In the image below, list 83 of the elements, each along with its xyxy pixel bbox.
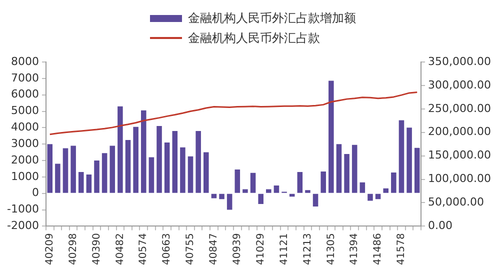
bar — [172, 130, 178, 193]
bar — [47, 144, 53, 193]
bar — [344, 154, 350, 193]
bar — [118, 106, 123, 193]
bar — [148, 157, 154, 193]
bar — [242, 189, 248, 193]
y2-tick-label: 100,000.00 — [428, 172, 492, 186]
y-tick-label: 3000 — [10, 136, 39, 150]
x-tick-label: 40209 — [44, 233, 56, 265]
x-tick-label: 41305 — [326, 233, 337, 265]
y-tick-label: 1000 — [10, 170, 39, 183]
bar — [258, 194, 264, 204]
y-tick-label: 0 — [32, 186, 39, 200]
bar — [274, 185, 280, 193]
bar — [110, 146, 116, 193]
x-tick-label: 41486 — [372, 233, 384, 265]
y-tick-label: 8000 — [10, 54, 39, 68]
y2-tick-label: 200,000.00 — [428, 125, 492, 138]
y-tick-label: -2000 — [6, 219, 39, 232]
y2-tick-label: 150,000.00 — [428, 148, 492, 162]
legend-label: 金融机构人民币外汇占款增加额 — [188, 10, 356, 26]
x-tick-label: 40755 — [185, 233, 196, 265]
x-tick-label: 41029 — [255, 233, 266, 265]
bar — [188, 156, 194, 193]
bar — [140, 110, 146, 193]
bar — [219, 194, 224, 200]
x-tick-label: 41394 — [349, 233, 360, 265]
y-tick-label: 6000 — [10, 88, 39, 101]
bar — [156, 126, 162, 193]
bar — [368, 194, 373, 201]
x-tick-label: 40390 — [91, 233, 102, 265]
bar — [86, 174, 92, 193]
bar — [383, 188, 388, 193]
y-tick-label: 4000 — [10, 120, 39, 134]
bar — [94, 160, 100, 193]
bar — [204, 152, 209, 193]
y-tick-label: 7000 — [10, 71, 39, 84]
bar — [312, 194, 318, 206]
bar — [180, 147, 186, 193]
bar — [414, 148, 420, 193]
bar — [352, 144, 358, 193]
x-tick-label: 40939 — [232, 233, 243, 265]
x-tick-label: 40298 — [68, 233, 79, 265]
y2-tick-label: 50,000.00 — [428, 196, 484, 209]
y2-tick-label: 300,000.00 — [428, 78, 492, 92]
bar — [375, 194, 381, 200]
y-tick-label: -1000 — [6, 202, 39, 216]
bar — [336, 144, 342, 193]
bar — [70, 146, 76, 193]
bar — [226, 194, 232, 210]
bar — [406, 128, 412, 193]
bar — [234, 170, 240, 193]
bar — [398, 120, 404, 193]
bar — [102, 153, 108, 193]
bar — [78, 172, 84, 193]
bar — [297, 172, 303, 193]
legend-label: 金融机构人民币外汇占款 — [188, 30, 320, 46]
bar — [360, 182, 366, 193]
bar — [250, 172, 256, 193]
bar — [320, 172, 326, 193]
bar — [196, 130, 201, 193]
bar — [55, 164, 60, 193]
x-tick-label: 40482 — [114, 233, 126, 265]
bar — [305, 190, 310, 193]
bar — [125, 140, 131, 193]
x-tick-label: 40847 — [208, 233, 220, 265]
y2-tick-label: 0.00 — [428, 219, 453, 232]
x-tick-label: 41578 — [396, 233, 408, 265]
bar — [391, 172, 396, 193]
bar — [133, 126, 138, 193]
x-tick-label: 40663 — [162, 233, 173, 265]
x-tick-label: 41121 — [278, 233, 290, 265]
x-tick-label: 40574 — [138, 233, 150, 265]
x-tick-label: 41213 — [302, 233, 314, 265]
bar — [211, 194, 217, 198]
bar — [164, 142, 170, 193]
y2-tick-label: 350,000.00 — [428, 54, 492, 68]
bar — [266, 189, 272, 193]
bar — [328, 80, 334, 193]
y2-tick-label: 250,000.00 — [428, 102, 492, 115]
y-tick-label: 5000 — [10, 104, 39, 118]
bar — [62, 148, 68, 193]
y-tick-label: 2000 — [10, 153, 39, 166]
